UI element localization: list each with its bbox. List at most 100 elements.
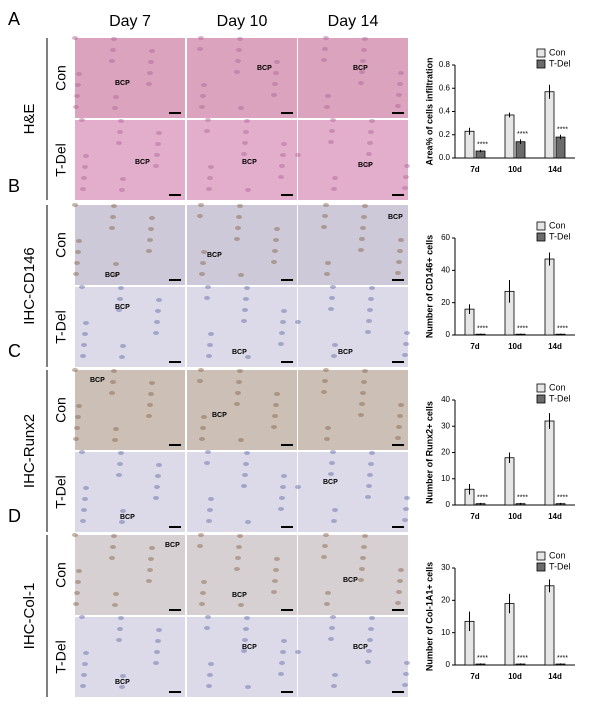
scale-bar [281, 526, 293, 528]
cell-texture [120, 674, 126, 678]
cell-texture [237, 534, 243, 538]
cell-texture [118, 119, 124, 123]
cell-texture [324, 602, 330, 606]
stain-label: IHC-Col-1 [21, 583, 38, 650]
cell-texture [238, 273, 244, 277]
y-tick-label: 30 [441, 421, 450, 430]
cell-texture [361, 380, 367, 384]
tile-label: BCP [207, 252, 222, 259]
tile-label: BCP [242, 644, 257, 651]
scale-bar [281, 279, 293, 281]
cell-texture [279, 496, 285, 500]
cell-texture [118, 616, 124, 620]
cell-texture [73, 272, 79, 276]
cell-texture [369, 616, 375, 620]
cell-texture [272, 249, 278, 253]
cell-texture [358, 413, 364, 417]
scale-bar [392, 691, 404, 693]
cell-texture [81, 343, 87, 347]
cell-texture [206, 684, 212, 688]
cell-texture [154, 485, 160, 489]
cell-texture [397, 249, 403, 253]
cell-texture [74, 426, 80, 430]
scale-bar [169, 279, 181, 281]
cell-texture [403, 175, 409, 179]
legend-label: T-Del [549, 393, 571, 403]
micrograph [298, 38, 408, 118]
y-tick-label: 10 [441, 628, 450, 637]
cell-texture [323, 368, 329, 372]
legend-label: Con [549, 220, 566, 230]
cell-texture [75, 250, 81, 254]
row-label: T-Del [53, 475, 69, 508]
cell-texture [76, 239, 82, 243]
cell-texture [398, 238, 404, 242]
cell-texture [404, 331, 410, 335]
cell-texture [153, 661, 159, 665]
cell-texture [76, 72, 82, 76]
cell-texture [237, 204, 243, 208]
cell-texture [396, 260, 402, 264]
scale-bar [392, 112, 404, 114]
cell-texture [208, 165, 214, 169]
cell-texture [331, 684, 337, 688]
tile-label: BCP [115, 80, 130, 87]
significance: **** [557, 655, 568, 662]
cell-texture [111, 37, 117, 41]
cell-texture [120, 509, 126, 513]
cell-texture [241, 152, 247, 156]
cell-texture [365, 660, 371, 664]
cell-texture [243, 627, 249, 631]
panel-letter: D [8, 506, 21, 526]
cell-texture [244, 451, 250, 455]
significance: **** [517, 131, 528, 138]
cell-texture [360, 226, 366, 230]
y-tick-label: 60 [441, 233, 450, 242]
cell-texture [76, 569, 82, 573]
micrograph [187, 452, 297, 532]
cell-texture [109, 556, 115, 560]
cell-texture [331, 519, 337, 523]
cell-texture [201, 83, 207, 87]
cell-texture [271, 590, 277, 594]
tile-label: BCP [338, 349, 353, 356]
cell-texture [110, 215, 116, 219]
legend-label: Con [549, 550, 566, 560]
cell-texture [72, 368, 78, 372]
cell-texture [359, 237, 365, 241]
cell-texture [280, 650, 286, 654]
cell-texture [206, 187, 212, 191]
cell-texture [281, 142, 287, 146]
cell-texture [146, 249, 152, 253]
column-header: Day 10 [217, 13, 268, 30]
cell-texture [109, 59, 115, 63]
cell-texture [236, 380, 242, 384]
cell-texture [155, 639, 161, 643]
cell-texture [367, 308, 373, 312]
legend-swatch [536, 394, 546, 404]
micrograph [75, 370, 185, 450]
cell-texture [82, 497, 88, 501]
y-tick-label: 0 [446, 660, 451, 669]
cell-texture [245, 520, 251, 524]
cell-texture [395, 271, 401, 275]
cell-texture [273, 568, 279, 572]
cell-texture [279, 164, 285, 168]
cell-texture [322, 379, 328, 383]
cell-texture [324, 437, 330, 441]
cell-texture [365, 163, 371, 167]
cell-texture [404, 661, 410, 665]
cell-texture [235, 391, 241, 395]
cell-texture [75, 83, 81, 87]
cell-texture [404, 496, 410, 500]
micrograph [187, 120, 297, 200]
cell-texture [205, 615, 211, 619]
cell-texture [325, 426, 331, 430]
cell-texture [330, 615, 336, 619]
y-tick-label: 40 [441, 395, 450, 404]
cell-texture [295, 650, 301, 654]
cell-texture [72, 533, 78, 537]
cell-texture [113, 262, 119, 266]
cell-texture [156, 298, 162, 302]
cell-texture [332, 673, 338, 677]
